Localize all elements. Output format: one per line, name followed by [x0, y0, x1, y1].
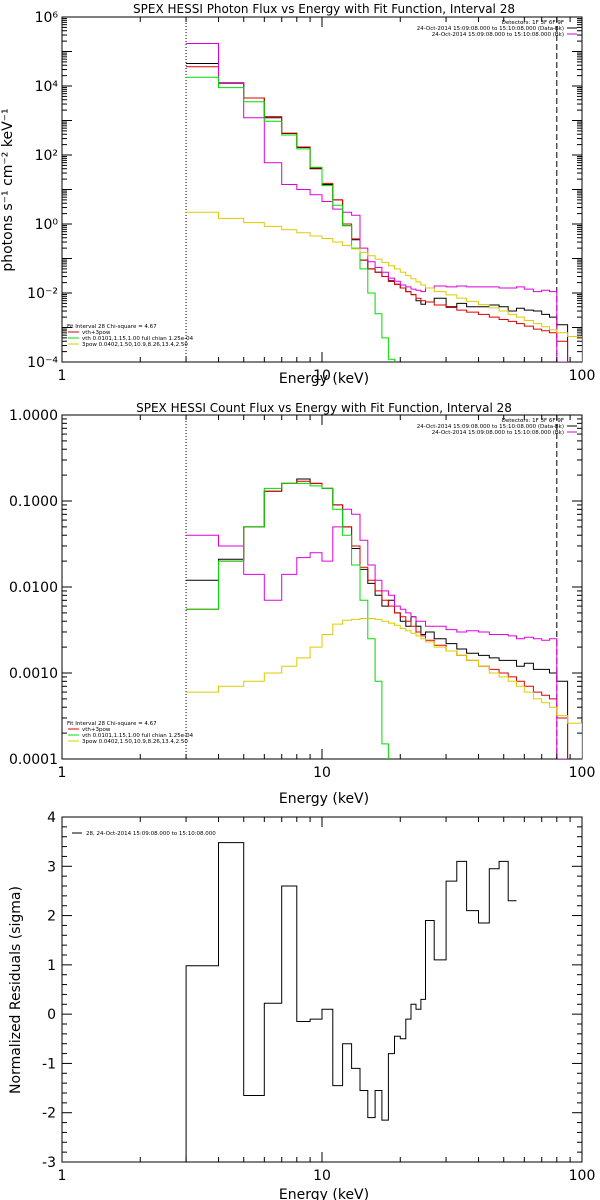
- y-tick-label: 0.0001: [9, 752, 58, 768]
- photon-flux-title: SPEX HESSI Photon Flux vs Energy with Fi…: [133, 2, 515, 16]
- x-tick-label: 1: [58, 1168, 67, 1184]
- x-tick-label: 10: [313, 1168, 331, 1184]
- x-tick-label: 100: [569, 368, 596, 384]
- y-tick-label: 10⁴: [35, 79, 59, 95]
- photon-flux-panel: SPEX HESSI Photon Flux vs Energy with Fi…: [0, 2, 595, 387]
- series-line: [186, 480, 569, 759]
- y-tick-label: -2: [42, 1106, 56, 1122]
- photon-flux-ylabel: photons s⁻¹ cm⁻² keV⁻¹: [0, 108, 16, 271]
- x-tick-label: 100: [569, 765, 596, 781]
- y-tick-label: 4: [47, 810, 56, 826]
- legend-bottom-label: 3pow 0.0402,1.50,10.9,8.26,13.4,2.50: [82, 342, 188, 348]
- series-line: [186, 508, 569, 759]
- residuals-legend-label: 28, 24-Oct-2014 15:09:08.000 to 15:10:08…: [86, 831, 216, 837]
- y-tick-label: 10⁻⁴: [27, 355, 58, 371]
- x-tick-label: 10: [313, 368, 331, 384]
- count-flux-xlabel: Energy (keV): [279, 791, 369, 807]
- legend-bottom-label: vth 0.0101,1.15,1.00 full chian 1.25e-04: [82, 336, 194, 342]
- residuals-ylabel: Normalized Residuals (sigma): [8, 886, 24, 1094]
- y-tick-label: 10⁶: [35, 10, 59, 26]
- legend-top-label: 24-Oct-2014 15:09:08.000 to 15:10:08.000…: [417, 26, 564, 32]
- x-tick-label: 10: [313, 765, 331, 781]
- legend-bottom-label: Fit Interval 28 Chi-square = 4.67: [67, 721, 157, 727]
- y-tick-label: 10⁰: [35, 217, 59, 233]
- y-tick-label: 10⁻²: [27, 286, 58, 302]
- legend-bottom-label: vth+3pow: [82, 330, 111, 336]
- series-line: [186, 211, 582, 362]
- series-line: [185, 842, 517, 1162]
- x-tick-label: 100: [569, 1168, 596, 1184]
- y-tick-label: 3: [47, 859, 56, 875]
- residuals-xlabel: Energy (keV): [279, 1187, 369, 1200]
- legend-top-label: 24-Oct-2014 15:09:08.000 to 15:10:08.000…: [417, 424, 564, 430]
- series-line: [186, 618, 582, 759]
- y-tick-label: 0.0010: [9, 666, 58, 682]
- count-flux-title: SPEX HESSI Count Flux vs Energy with Fit…: [136, 401, 512, 415]
- legend-bottom-label: 3pow 0.0402,1.50,10.9,8.26,13.4,2.50: [82, 739, 188, 745]
- y-tick-label: -3: [42, 1155, 56, 1171]
- y-tick-label: 10²: [35, 148, 58, 164]
- series-line: [186, 66, 569, 362]
- y-tick-label: 0.1000: [9, 494, 58, 510]
- y-tick-label: 1: [47, 958, 56, 974]
- residuals-plot-frame: [61, 816, 583, 1163]
- photon-flux-xlabel: Energy (keV): [279, 371, 369, 387]
- series-line: [186, 478, 569, 759]
- photon-flux-series-layer: [185, 17, 582, 362]
- legend-bottom-label: vth 0.0101,1.15,1.00 full chian 1.25e-04: [82, 733, 194, 739]
- legend-bottom-label: Fit Interval 28 Chi-square = 4.67: [67, 324, 157, 330]
- photon-flux-plot-frame: [61, 16, 583, 363]
- residuals-series-layer: [185, 842, 517, 1162]
- count-flux-plot-frame: [61, 414, 583, 760]
- residuals-legend: 28, 24-Oct-2014 15:09:08.000 to 15:10:08…: [72, 831, 216, 837]
- count-flux-ticks: 1 10 100 0.0001 0.0010 0.0100 0.1000 1.0000: [9, 408, 595, 781]
- series-line: [186, 482, 389, 759]
- y-tick-label: 2: [47, 909, 56, 925]
- y-tick-label: 0: [47, 1007, 56, 1023]
- y-tick-label: 1.0000: [9, 408, 58, 424]
- legend-top-label: 24-Oct-2014 15:09:08.000 to 15:10:08.000…: [432, 32, 564, 38]
- legend-top-label: 24-Oct-2014 15:09:08.000 to 15:10:08.000…: [432, 430, 564, 436]
- legend-bottom-label: vth+3pow: [82, 727, 111, 733]
- y-tick-label: -1: [42, 1056, 56, 1072]
- residuals-panel: 1 10 100 -3 -2 -1 0 1 2 3 4 Energy (keV) Normalize…: [8, 810, 595, 1200]
- count-flux-panel: SPEX HESSI Count Flux vs Energy with Fit…: [9, 401, 595, 807]
- series-line: [186, 76, 395, 362]
- x-tick-label: 1: [58, 368, 67, 384]
- photon-flux-ticks: 1 10 100 10⁻⁴ 10⁻² 10⁰ 10² 10⁴ 10⁶: [27, 10, 595, 384]
- series-line: [186, 43, 569, 362]
- count-flux-series-layer: [185, 415, 582, 759]
- y-tick-label: 0.0100: [9, 580, 58, 596]
- legend-top-label: Detectors: 1F 3F 6F 9F: [502, 20, 564, 26]
- residuals-ticks: 1 10 100 -3 -2 -1 0 1 2 3 4: [42, 810, 595, 1184]
- x-tick-label: 1: [58, 765, 67, 781]
- legend-top-label: Detectors: 1F 3F 6F 9F: [502, 418, 564, 424]
